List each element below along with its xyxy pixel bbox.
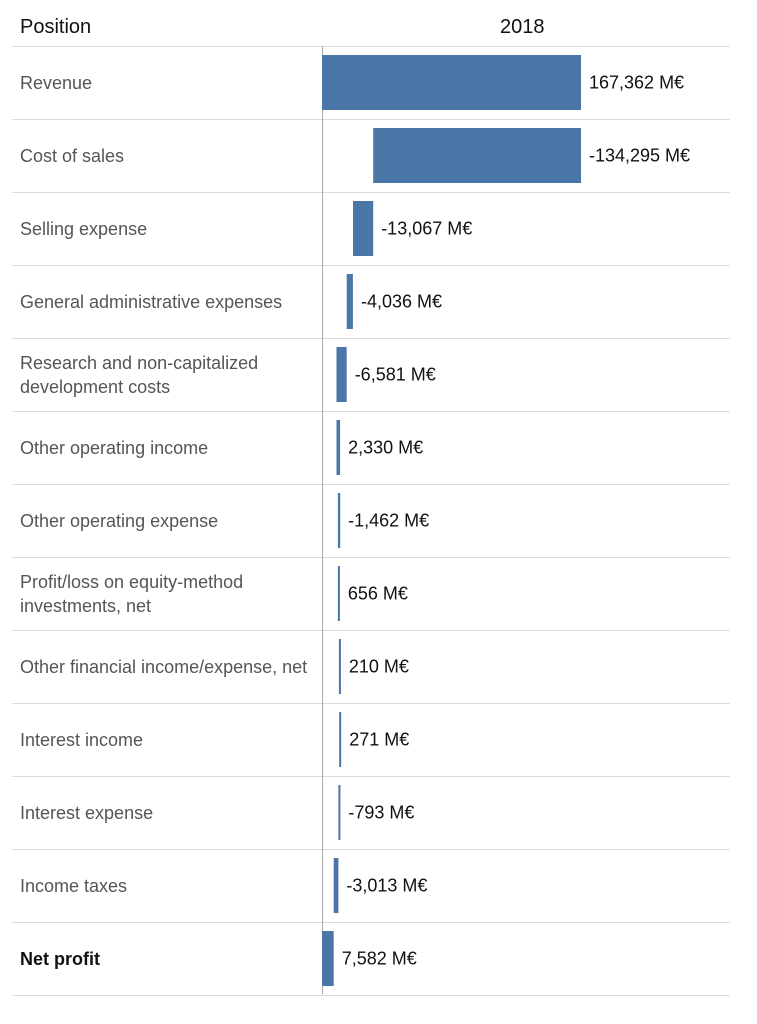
year-column-header: 2018 (500, 16, 545, 38)
waterfall-bar (322, 931, 334, 986)
table-row: Cost of sales (12, 120, 730, 193)
bar-value-label: -4,036 M€ (361, 292, 442, 312)
bar-value-label: -13,067 M€ (381, 219, 472, 239)
table-row: Other financial income/expense, net (12, 631, 730, 704)
waterfall-bar (346, 274, 353, 329)
waterfall-bar (336, 347, 347, 402)
row-label: Other operating expense (20, 511, 219, 531)
bar-value-label: 7,582 M€ (342, 949, 417, 969)
table-row: Other operating expense (12, 485, 730, 558)
waterfall-bar (322, 55, 581, 110)
row-label: Cost of sales (20, 146, 125, 166)
waterfall-bar (337, 566, 340, 621)
waterfall-bar (353, 201, 374, 256)
waterfall-bar (337, 493, 341, 548)
bar-value-label: -793 M€ (348, 803, 414, 823)
table-row: Interest income (12, 704, 730, 777)
row-label: General administrative expenses (20, 292, 283, 312)
waterfall-bar (338, 639, 341, 694)
table-row: Selling expense (12, 193, 730, 266)
waterfall-bar (373, 128, 581, 183)
bar-value-label: 2,330 M€ (348, 438, 423, 458)
row-label: Other financial income/expense, net (20, 657, 308, 677)
position-column-header: Position (20, 16, 92, 38)
table-row: Other operating income (12, 412, 730, 485)
row-label: Research and non-capitalized development… (20, 353, 259, 397)
bar-value-label: 167,362 M€ (589, 73, 684, 93)
bar-value-label: 656 M€ (348, 584, 408, 604)
row-label: Income taxes (20, 876, 128, 896)
row-label: Profit/loss on equity-method investments… (20, 572, 244, 616)
bar-value-label: -6,581 M€ (355, 365, 436, 385)
waterfall-bar (338, 785, 341, 840)
row-label: Revenue (20, 73, 93, 93)
row-label: Interest expense (20, 803, 154, 823)
bar-value-label: 271 M€ (349, 730, 409, 750)
table-row: Research and non-capitalized development… (12, 339, 730, 412)
table-row: Profit/loss on equity-method investments… (12, 558, 730, 631)
row-label: Other operating income (20, 438, 209, 458)
table-header: Position 2018 (12, 0, 730, 47)
table-row: Interest expense (12, 777, 730, 850)
row-label: Selling expense (20, 219, 148, 239)
bar-value-label: -134,295 M€ (589, 146, 690, 166)
waterfall-bar (333, 858, 339, 913)
table-row: General administrative expenses (12, 266, 730, 339)
table-row: Revenue (12, 47, 730, 120)
waterfall-table: Position 2018 Revenue Cost of sales Sellin… (12, 0, 730, 996)
bar-value-label: -1,462 M€ (348, 511, 429, 531)
table-rows: Revenue Cost of sales Selling expense Gener… (12, 47, 730, 996)
zero-axis-line (322, 46, 323, 994)
table-row: Net profit (12, 923, 730, 996)
waterfall-bar (339, 712, 342, 767)
row-label: Interest income (20, 730, 144, 750)
bar-value-label: 210 M€ (349, 657, 409, 677)
bar-value-label: -3,013 M€ (346, 876, 427, 896)
table-row: Income taxes (12, 850, 730, 923)
row-label: Net profit (20, 949, 100, 969)
waterfall-bar (336, 420, 341, 475)
